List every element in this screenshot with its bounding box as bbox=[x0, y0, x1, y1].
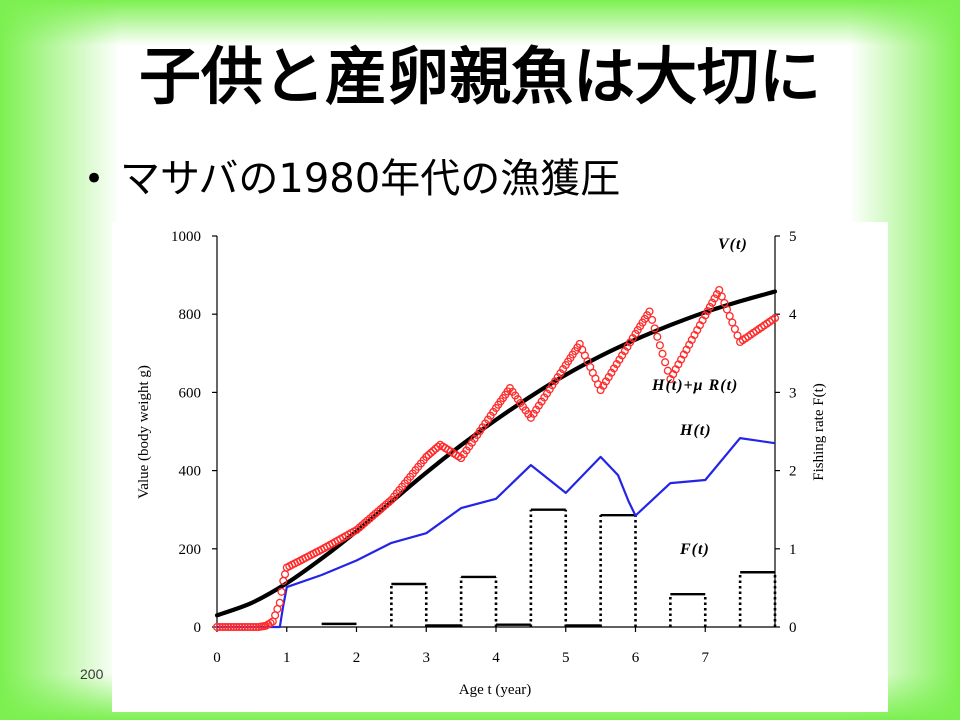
bullet-item: • マサバの1980年代の漁獲圧 bbox=[84, 150, 620, 208]
x-tick-label: 5 bbox=[562, 650, 570, 666]
hmr-point bbox=[238, 622, 247, 632]
hmr-point bbox=[655, 341, 664, 350]
y-tick-label: 0 bbox=[194, 620, 202, 636]
f-step bbox=[529, 508, 568, 627]
hmr-point bbox=[422, 452, 431, 461]
hmr-series-points bbox=[212, 285, 780, 632]
x-tick-label: 2 bbox=[353, 650, 361, 666]
hmr-point bbox=[705, 302, 714, 311]
series-label-f: F(t) bbox=[679, 541, 710, 558]
y-tick-label: 800 bbox=[179, 307, 202, 323]
y2-tick-label: 1 bbox=[789, 542, 797, 558]
f-series bbox=[321, 508, 777, 627]
y2-tick-label: 0 bbox=[789, 620, 797, 636]
hmr-point bbox=[357, 521, 366, 530]
hmr-point bbox=[226, 622, 236, 632]
h-series-line bbox=[217, 437, 776, 629]
y2-axis-title: Fishing rate F(t) bbox=[811, 383, 827, 481]
hmr-point bbox=[249, 622, 258, 632]
f-step bbox=[599, 513, 637, 627]
hmr-point bbox=[658, 349, 667, 358]
hmr-point bbox=[215, 622, 224, 632]
hmr-point bbox=[373, 507, 383, 516]
hmr-point bbox=[712, 290, 721, 299]
hmr-point bbox=[221, 622, 230, 632]
hmr-point bbox=[252, 622, 261, 632]
hmr-point bbox=[232, 622, 241, 632]
x-tick-label: 0 bbox=[213, 650, 221, 666]
y-tick-label: 200 bbox=[179, 542, 202, 558]
hmr-point bbox=[218, 622, 227, 632]
hmr-point bbox=[770, 314, 780, 323]
hmr-point bbox=[526, 413, 535, 422]
hmr-point bbox=[529, 409, 538, 418]
hmr-point bbox=[224, 622, 233, 632]
hmr-point bbox=[431, 444, 440, 453]
f-step bbox=[390, 582, 428, 627]
v-series-line bbox=[214, 289, 778, 618]
hmr-point bbox=[246, 622, 255, 632]
hmr-point bbox=[553, 373, 562, 382]
f-step bbox=[459, 575, 498, 627]
hmr-point bbox=[243, 622, 252, 632]
slide-title: 子供と産卵親魚は大切に bbox=[138, 40, 821, 113]
hmr-point bbox=[277, 587, 286, 596]
hmr-point bbox=[703, 307, 712, 316]
hmr-point bbox=[661, 358, 670, 367]
hmr-point bbox=[730, 324, 739, 334]
y-tick-label: 400 bbox=[179, 464, 202, 480]
x-tick-label: 3 bbox=[423, 650, 431, 666]
hmr-point bbox=[710, 294, 719, 303]
hmr-point bbox=[728, 318, 737, 327]
y2-tick-label: 3 bbox=[789, 385, 797, 401]
series-label-hmr: H(t)+μ R(t) bbox=[651, 377, 738, 394]
hmr-point bbox=[650, 324, 659, 333]
f-step bbox=[738, 571, 777, 627]
hmr-point bbox=[725, 311, 734, 321]
hmr-point bbox=[534, 401, 543, 410]
bullet-marker: • bbox=[84, 159, 105, 199]
x-tick-label: 1 bbox=[283, 650, 291, 666]
hmr-point bbox=[429, 446, 438, 455]
chart-axes: 0 200 400 600 800 1000 0 1 2 3 4 5 0 1 2 3 4 5 6 7 bbox=[171, 229, 797, 666]
hmr-point bbox=[424, 450, 433, 459]
hmr-point bbox=[433, 442, 442, 451]
chart-figure: 0 200 400 600 800 1000 0 1 2 3 4 5 0 1 2 3 4 5 6 7 Value (b… bbox=[112, 222, 888, 712]
chart-svg: 0 200 400 600 800 1000 0 1 2 3 4 5 0 1 2 3 4 5 6 7 Value (b… bbox=[136, 229, 827, 698]
hmr-point bbox=[275, 598, 284, 607]
x-tick-label: 6 bbox=[632, 650, 640, 666]
hmr-point bbox=[548, 381, 557, 390]
hmr-point bbox=[240, 622, 249, 632]
hmr-point bbox=[235, 622, 244, 632]
footer-text: 200 bbox=[80, 666, 104, 682]
hmr-point bbox=[545, 385, 554, 394]
hmr-point bbox=[623, 342, 632, 351]
x-tick-label: 7 bbox=[702, 650, 710, 666]
y2-tick-label: 4 bbox=[789, 307, 797, 323]
series-label-v: V(t) bbox=[718, 236, 748, 253]
y-tick-label: 600 bbox=[179, 385, 202, 401]
y-tick-label: 1000 bbox=[171, 229, 201, 245]
hmr-point bbox=[653, 332, 662, 341]
hmr-point bbox=[645, 307, 654, 316]
y2-tick-label: 5 bbox=[789, 229, 797, 245]
f-step bbox=[669, 592, 707, 627]
hmr-point bbox=[212, 622, 222, 632]
hmr-point bbox=[229, 622, 238, 632]
bullet-text: マサバの1980年代の漁獲圧 bbox=[120, 156, 621, 202]
hmr-point bbox=[280, 570, 290, 579]
hmr-point bbox=[648, 315, 657, 324]
hmr-point bbox=[426, 448, 435, 457]
x-axis-title: Age t (year) bbox=[459, 682, 531, 698]
series-label-h: H(t) bbox=[679, 422, 712, 439]
hmr-point bbox=[540, 393, 549, 402]
hmr-point bbox=[722, 305, 732, 314]
y2-tick-label: 2 bbox=[789, 464, 797, 480]
hmr-point bbox=[708, 298, 717, 307]
x-tick-label: 4 bbox=[492, 650, 500, 666]
hmr-point bbox=[701, 311, 710, 320]
y-axis-title: Value (body weight g) bbox=[136, 365, 152, 499]
hmr-point bbox=[607, 368, 616, 377]
bullet-list: • マサバの1980年代の漁獲圧 bbox=[84, 150, 620, 208]
